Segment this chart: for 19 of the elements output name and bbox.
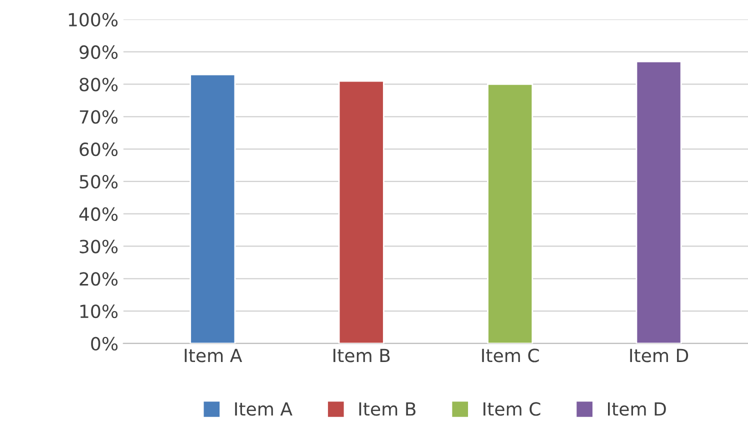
x-tick-label: Item A [184,348,242,362]
x-tick-label: Item B [334,348,390,362]
y-tick-label: 70% [80,110,118,124]
x-tick-label: Item C [482,348,539,362]
y-tick-label: 40% [79,207,118,221]
legend-label: Item C [484,402,540,416]
legend-label: Item A [235,402,292,416]
y-tick-label: 20% [80,272,118,286]
y-tick-label: 100% [68,12,118,27]
y-tick-label: 80% [80,78,118,92]
x-tick-label: Item D [630,348,688,362]
y-tick-label: 0% [91,336,118,351]
y-tick-label: 90% [80,45,118,59]
y-tick-label: 30% [80,240,118,254]
legend-label: Item B [359,402,416,416]
y-tick-label: 50% [80,174,118,189]
y-tick-label: 10% [80,304,118,318]
legend-label: Item D [608,402,666,416]
y-tick-label: 60% [80,142,118,156]
